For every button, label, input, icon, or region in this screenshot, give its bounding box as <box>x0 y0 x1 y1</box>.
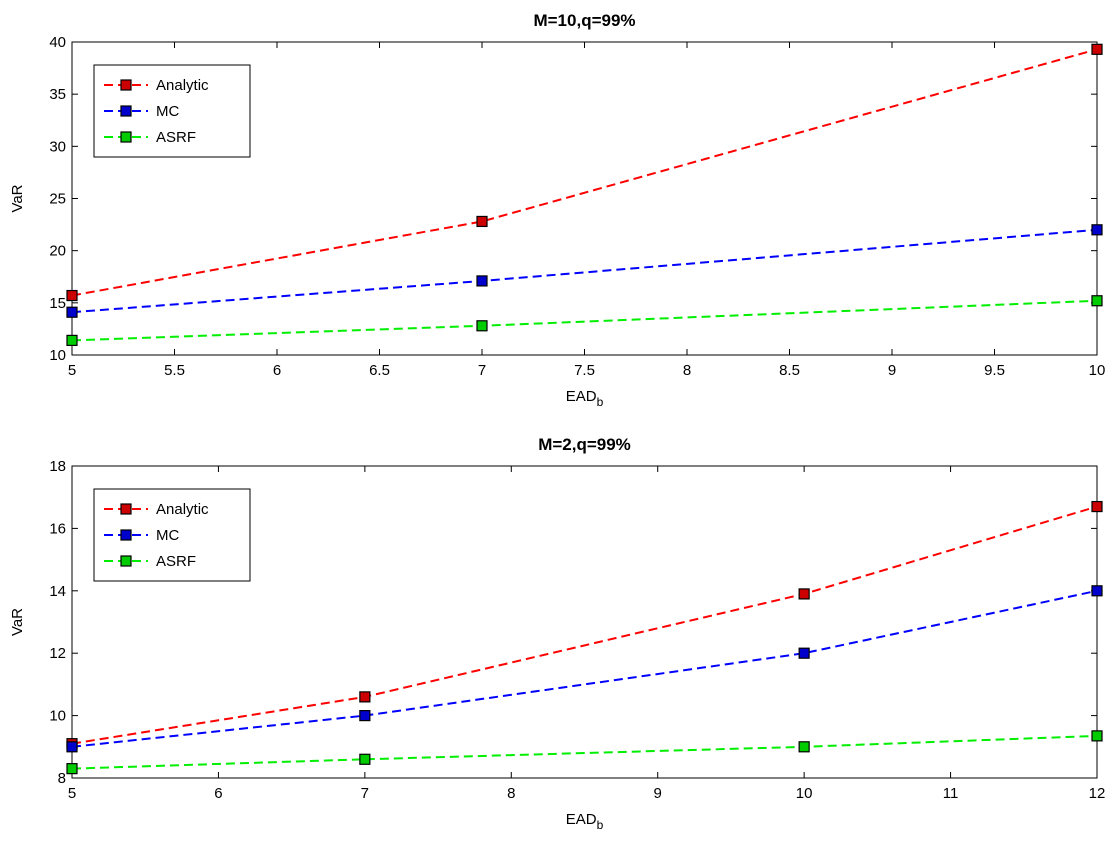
y-tick-label: 40 <box>49 34 66 51</box>
legend-label-mc: MC <box>156 527 179 544</box>
x-axis-label: EADb <box>566 811 604 832</box>
data-point-mc <box>359 709 371 722</box>
x-tick-label: 9.5 <box>984 362 1005 379</box>
chart-title: M=2,q=99% <box>538 435 631 454</box>
legend-label-asrf: ASRF <box>156 129 196 146</box>
data-point-mc <box>1091 224 1103 236</box>
legend: Analytic MC ASRF <box>93 64 251 158</box>
legend-label-analytic: Analytic <box>156 77 209 94</box>
data-point-analytic <box>66 289 78 302</box>
chart-title: M=10,q=99% <box>533 11 635 30</box>
x-tick-label: 8 <box>683 362 691 379</box>
y-tick-label: 30 <box>49 138 66 155</box>
x-tick-label: 7 <box>361 785 369 802</box>
data-point-mc <box>66 306 78 318</box>
data-point-asrf <box>66 334 78 346</box>
chart-panel-1: M=10,q=99% 5 5.5 6 6.5 7 7.5 8 8.5 9 9.5 10 10 15 20 25… <box>9 11 1105 409</box>
x-tick-label: 12 <box>1089 785 1106 802</box>
y-tick-label: 18 <box>49 458 66 475</box>
legend-marker-analytic <box>120 79 132 91</box>
series-line-analytic <box>71 505 1098 745</box>
y-tick-label: 10 <box>49 347 66 364</box>
y-tick-label: 14 <box>49 583 66 600</box>
data-point-mc <box>798 647 810 659</box>
legend-marker-mc <box>120 105 132 117</box>
data-point-analytic <box>476 215 488 228</box>
y-axis-label: VaR <box>9 608 26 636</box>
data-point-mc <box>1091 585 1103 597</box>
data-point-asrf <box>1091 730 1103 742</box>
data-point-asrf <box>1091 295 1103 307</box>
legend-marker-mc <box>120 529 132 541</box>
legend-label-mc: MC <box>156 103 179 120</box>
data-point-asrf <box>798 741 810 753</box>
x-tick-label: 6.5 <box>369 362 390 379</box>
x-tick-label: 9 <box>654 785 662 802</box>
legend-label-analytic: Analytic <box>156 501 209 518</box>
y-tick-label: 8 <box>58 770 66 787</box>
y-tick-label: 15 <box>49 295 66 312</box>
y-tick-label: 20 <box>49 243 66 260</box>
x-tick-label: 5 <box>68 785 76 802</box>
series-line-mc <box>71 589 1098 748</box>
legend-marker-asrf <box>120 131 132 143</box>
y-axis-label: VaR <box>9 184 26 212</box>
data-point-analytic <box>798 588 810 600</box>
x-tick-label: 8.5 <box>779 362 800 379</box>
x-tick-label: 6 <box>214 785 222 802</box>
x-tick-label: 11 <box>943 785 959 802</box>
series-line-analytic <box>71 48 1098 297</box>
x-axis-label: EADb <box>566 388 604 409</box>
x-tick-label: 9 <box>888 362 896 379</box>
legend-marker-asrf <box>120 555 132 567</box>
y-tick-label: 16 <box>49 520 66 537</box>
data-point-mc <box>476 275 488 287</box>
legend-label-asrf: ASRF <box>156 553 196 570</box>
x-tick-label: 10 <box>796 785 813 802</box>
series-line-asrf <box>71 734 1098 770</box>
x-tick-label: 6 <box>273 362 281 379</box>
data-point-asrf <box>66 763 78 775</box>
x-tick-label: 7 <box>478 362 486 379</box>
data-point-analytic <box>1091 500 1103 513</box>
data-point-mc <box>66 741 78 753</box>
y-tick-label: 10 <box>49 708 66 725</box>
x-tick-label: 7.5 <box>574 362 595 379</box>
data-point-analytic <box>1091 43 1103 55</box>
y-tick-label: 25 <box>49 191 66 208</box>
chart-panel-2: M=2,q=99% 5 6 7 8 9 10 11 12 8 10 12 14 16 18 EADb VaR An… <box>9 435 1105 832</box>
x-tick-label: 8 <box>507 785 515 802</box>
y-tick-label: 35 <box>49 86 66 103</box>
x-tick-label: 10 <box>1089 362 1106 379</box>
legend-marker-analytic <box>120 503 132 515</box>
x-tick-label: 5 <box>68 362 76 379</box>
data-point-asrf <box>476 320 488 332</box>
x-tick-label: 5.5 <box>164 362 185 379</box>
data-point-analytic <box>359 691 371 703</box>
y-tick-label: 12 <box>49 645 66 662</box>
data-point-asrf <box>359 753 371 765</box>
legend: Analytic MC ASRF <box>93 488 251 582</box>
